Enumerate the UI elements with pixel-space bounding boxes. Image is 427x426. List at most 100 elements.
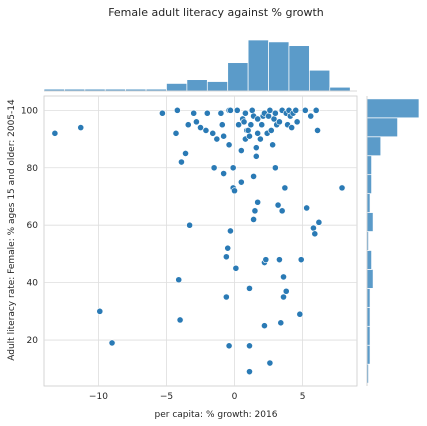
scatter-point	[277, 319, 285, 327]
scatter-point	[246, 368, 253, 376]
scatter-point	[178, 158, 185, 166]
scatter-point	[220, 132, 228, 140]
scatter-point	[176, 316, 184, 324]
scatter-point	[225, 141, 233, 149]
scatter-point	[190, 109, 198, 117]
right-hist-bar	[366, 250, 372, 270]
right-hist-bar	[366, 212, 374, 232]
scatter-point	[314, 127, 321, 134]
scatter-point	[288, 124, 296, 131]
scatter-point	[292, 106, 300, 114]
scatter-point	[269, 141, 277, 149]
right-hist-bar	[366, 174, 372, 194]
grid-lines	[43, 95, 358, 387]
scatter-point	[311, 230, 319, 238]
scatter-point	[172, 129, 180, 137]
scatter-point	[278, 207, 286, 215]
scatter-point	[271, 164, 279, 172]
right-hist-bar	[366, 288, 371, 308]
scatter-point	[209, 129, 217, 137]
scatter-point	[252, 144, 260, 152]
scatter-point	[224, 244, 232, 252]
scatter-point	[96, 307, 104, 315]
scatter-point	[254, 115, 262, 123]
plot-frame	[43, 95, 358, 387]
x-tick-labels: −10 −5 0 5	[89, 392, 305, 402]
scatter-point	[217, 109, 225, 117]
scatter-point	[248, 106, 256, 114]
scatter-point	[274, 201, 282, 209]
scatter-point	[267, 127, 275, 134]
scatter-point	[252, 152, 260, 160]
scatter-point	[261, 322, 268, 330]
scatter-point	[203, 109, 211, 117]
y-tick-labels: 20 40 60 80 100	[21, 106, 38, 346]
top-hist-bar	[186, 79, 208, 92]
x-tick-label: 0	[232, 392, 238, 402]
scatter-point	[77, 124, 85, 131]
scatter-point	[250, 172, 257, 180]
scatter-point	[276, 118, 283, 126]
scatter-point	[197, 124, 204, 131]
scatter-point	[184, 121, 192, 129]
scatter-point	[282, 287, 290, 295]
top-hist-bar	[309, 69, 331, 92]
scatter-point	[108, 339, 116, 347]
scatter-point	[237, 147, 245, 154]
y-tick-label: 100	[21, 106, 38, 116]
scatter-point	[227, 106, 234, 114]
scatter-point	[281, 184, 289, 192]
right-hist-bar	[366, 269, 374, 289]
scatter-point	[158, 109, 166, 117]
scatter-point	[297, 256, 305, 264]
scatter-point	[213, 135, 221, 143]
scatter-point	[232, 264, 240, 272]
scatter-point	[251, 207, 259, 215]
right-hist-bar	[366, 325, 371, 346]
scatter-point	[235, 121, 243, 129]
right-hist-bar	[366, 344, 371, 365]
top-hist-bar	[329, 86, 351, 92]
scatter-point	[266, 359, 274, 367]
joint-plot-area: −10 −5 0 5 20 40 60 80 100	[21, 95, 358, 402]
scatter-point	[303, 204, 311, 212]
scatter-point	[202, 127, 210, 134]
scatter-point	[220, 170, 228, 177]
scatter-point	[254, 129, 262, 137]
top-hist-bar	[227, 62, 249, 92]
scatter-point	[237, 178, 245, 186]
scatter-point	[258, 121, 266, 129]
scatter-point	[233, 106, 241, 114]
x-tick-label: 5	[300, 392, 306, 402]
chart-title: Female adult literacy against % growth	[108, 6, 324, 19]
scatter-point	[262, 256, 270, 264]
scatter-point	[210, 164, 218, 172]
right-hist-bar	[366, 155, 372, 176]
scatter-point	[293, 118, 301, 126]
right-hist-bar	[366, 193, 371, 213]
scatter-point	[296, 310, 304, 318]
scatter-point	[246, 284, 253, 292]
scatter-point	[227, 227, 234, 235]
scatter-point	[301, 106, 309, 114]
y-tick-label: 80	[27, 164, 39, 174]
scatter-point	[51, 129, 59, 137]
y-tick-label: 40	[27, 279, 39, 289]
scatter-point	[218, 121, 226, 129]
y-axis-label: Adult literacy rate: Female: % ages 15 a…	[7, 99, 17, 361]
scatter-point	[231, 187, 238, 195]
scatter-points	[51, 106, 346, 376]
scatter-point	[222, 293, 230, 301]
scatter-point	[307, 112, 315, 120]
scatter-point	[276, 256, 283, 264]
scatter-point	[246, 342, 253, 350]
scatter-point	[242, 109, 249, 117]
right-hist-bar	[366, 98, 420, 119]
scatter-point	[229, 164, 237, 172]
top-hist-bar	[268, 41, 290, 92]
scatter-point	[173, 106, 181, 114]
scatter-point	[266, 106, 274, 114]
scatter-point	[193, 118, 200, 126]
scatter-point	[186, 221, 194, 229]
